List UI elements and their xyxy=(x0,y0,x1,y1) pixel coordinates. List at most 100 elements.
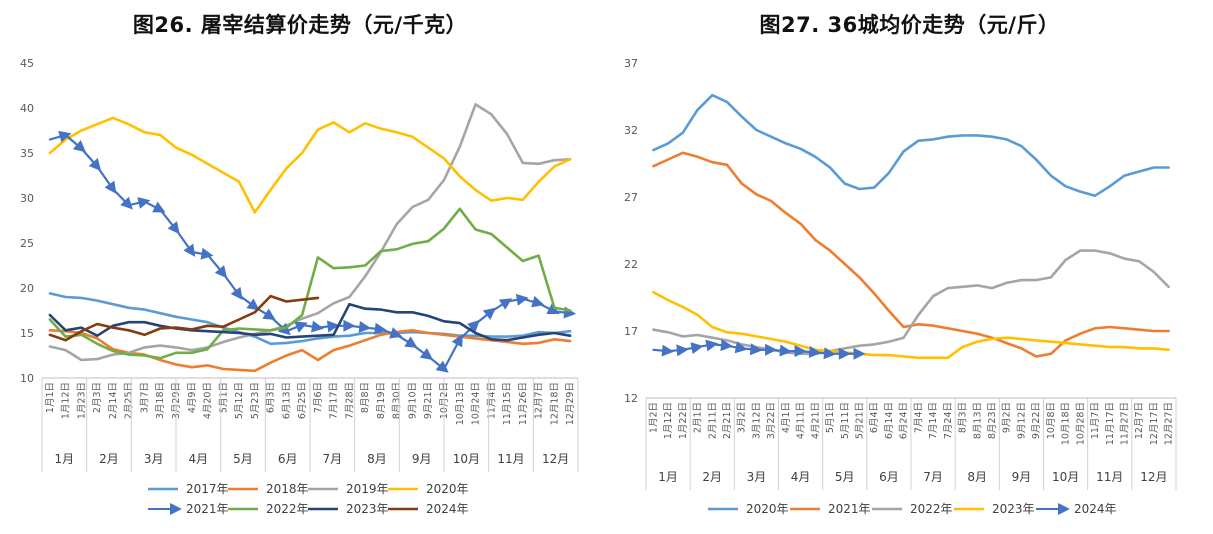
x-tick-label: 1月23日 xyxy=(76,382,87,419)
series-point xyxy=(64,296,67,298)
series-point xyxy=(253,211,256,214)
series-point xyxy=(411,329,414,332)
x-tick-label: 11月26日 xyxy=(518,382,529,425)
series-point xyxy=(364,307,367,310)
series-point xyxy=(711,94,714,97)
series-point xyxy=(64,329,67,332)
series-point xyxy=(1079,343,1082,346)
series-point xyxy=(301,152,303,154)
series-point xyxy=(458,175,461,178)
series-point xyxy=(206,348,209,351)
series-point xyxy=(829,249,831,252)
x-tick-label: 7月6日 xyxy=(313,382,324,413)
series-point xyxy=(1153,347,1155,350)
series-point xyxy=(843,347,846,350)
series-point-marker xyxy=(482,307,496,320)
series-point xyxy=(1005,281,1008,284)
series-point xyxy=(96,334,99,337)
series-point xyxy=(917,139,920,142)
series-point xyxy=(49,329,51,332)
series-point-marker xyxy=(546,303,560,315)
series-point xyxy=(301,298,303,301)
legend-label: 2022年 xyxy=(910,502,953,516)
month-label: 10月 xyxy=(453,452,480,466)
series-2024年 xyxy=(652,339,866,360)
series-point xyxy=(238,327,241,330)
series-point xyxy=(206,162,209,165)
x-tick-label: 9月10日 xyxy=(407,382,418,419)
series-line xyxy=(48,116,572,214)
series-point xyxy=(1108,185,1111,188)
x-tick-label: 12月7日 xyxy=(534,382,545,419)
series-point xyxy=(395,311,398,314)
series-point xyxy=(726,339,728,342)
series-point xyxy=(1108,346,1111,348)
series-point xyxy=(490,113,493,116)
x-tick-label: 6月24日 xyxy=(899,402,910,439)
series-point xyxy=(175,351,177,354)
series-point xyxy=(696,314,699,316)
series-point xyxy=(285,300,288,303)
legend-item: 2022年 xyxy=(228,502,309,516)
series-point-marker xyxy=(823,347,836,360)
legend-item: 2018年 xyxy=(228,482,309,496)
x-tick-label: 10月24日 xyxy=(471,382,482,425)
series-point xyxy=(159,312,162,315)
series-point xyxy=(49,292,51,295)
series-point xyxy=(411,243,414,245)
series-point xyxy=(175,363,177,366)
series-point xyxy=(49,333,51,336)
legend-item: 2023年 xyxy=(308,502,389,516)
series-point xyxy=(1064,342,1067,344)
series-point xyxy=(961,346,964,348)
series-point xyxy=(521,162,524,164)
series-point xyxy=(1079,190,1082,193)
series-point xyxy=(285,167,288,170)
series-point xyxy=(799,222,802,225)
series-point xyxy=(770,135,772,138)
series-point xyxy=(1005,336,1008,339)
series-point xyxy=(873,343,876,346)
series-point xyxy=(159,357,162,360)
series-point xyxy=(112,350,114,352)
series-point xyxy=(521,342,524,345)
y-tick-label: 25 xyxy=(20,237,34,250)
x-tick-label: 12月29日 xyxy=(565,382,576,425)
month-label: 3月 xyxy=(747,470,767,484)
series-point xyxy=(285,354,288,357)
series-point xyxy=(175,146,177,149)
series-point-marker xyxy=(515,293,529,306)
series-point xyxy=(740,182,743,185)
legend-item: 2024年 xyxy=(388,502,469,516)
series-point xyxy=(49,314,51,316)
series-point xyxy=(364,339,367,342)
series-point xyxy=(711,326,714,328)
series-point xyxy=(301,314,303,316)
series-point xyxy=(506,246,508,249)
series-point xyxy=(127,329,130,332)
series-point xyxy=(112,326,114,329)
series-point xyxy=(537,333,540,336)
series-2021年 xyxy=(48,130,577,373)
series-point xyxy=(1123,327,1126,330)
month-label: 1月 xyxy=(55,452,75,466)
series-point xyxy=(380,127,382,130)
series-point xyxy=(553,306,556,309)
y-tick-label: 17 xyxy=(624,325,638,338)
series-point xyxy=(1035,158,1037,161)
series-point xyxy=(127,306,130,309)
series-point xyxy=(474,334,477,337)
x-tick-label: 8月8日 xyxy=(360,382,371,413)
series-point xyxy=(49,345,51,348)
series-point xyxy=(49,318,51,321)
series-line xyxy=(48,103,572,362)
series-point xyxy=(1167,166,1170,169)
y-tick-label: 15 xyxy=(20,327,34,340)
month-label: 2月 xyxy=(702,470,722,484)
series-point-marker xyxy=(72,140,86,153)
series-point-marker xyxy=(152,201,166,213)
series-point xyxy=(755,335,758,338)
x-tick-label: 6月25日 xyxy=(297,382,308,419)
y-tick-label: 45 xyxy=(20,57,34,70)
series-point-marker xyxy=(705,339,719,352)
